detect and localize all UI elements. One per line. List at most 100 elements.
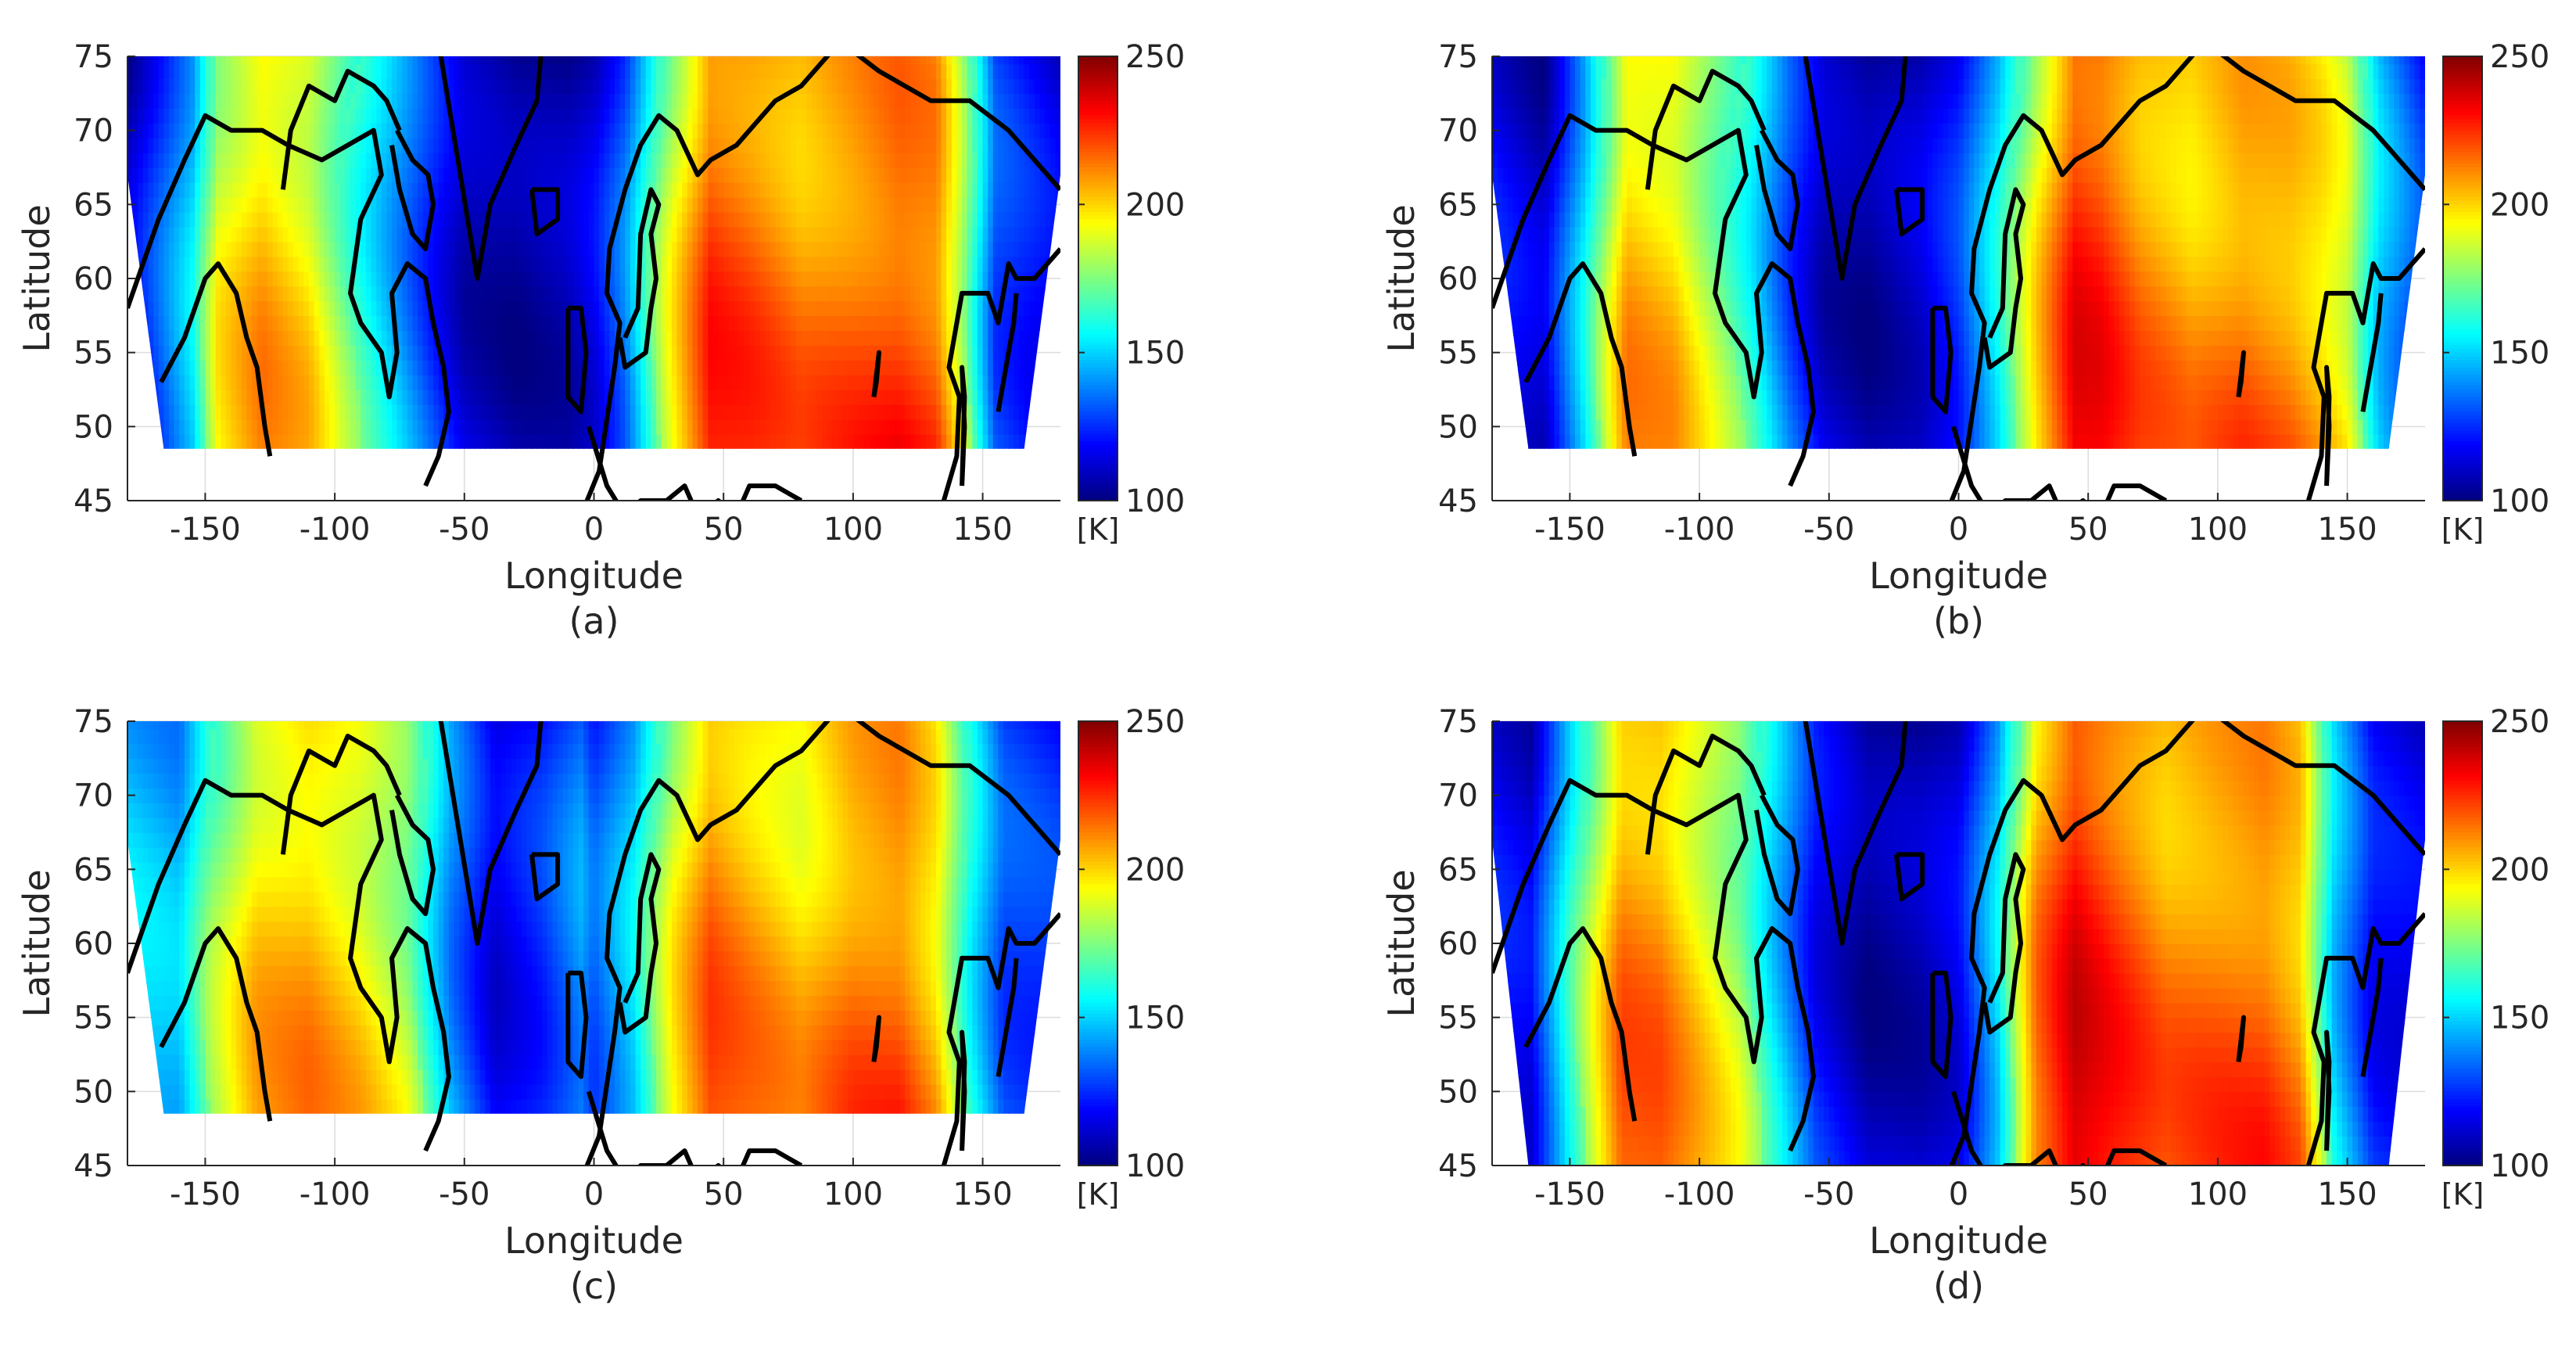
heatmap-cell bbox=[791, 108, 797, 124]
heatmap-cell bbox=[915, 123, 921, 138]
heatmap-cell bbox=[838, 390, 844, 405]
heatmap-cell bbox=[189, 418, 196, 435]
heatmap-cell bbox=[712, 153, 719, 168]
heatmap-cell bbox=[852, 167, 859, 183]
heatmap-cell bbox=[801, 418, 808, 435]
heatmap-cell bbox=[661, 211, 668, 228]
heatmap-cell bbox=[718, 153, 724, 168]
heatmap-cell bbox=[448, 226, 455, 242]
heatmap-cell bbox=[174, 196, 181, 213]
heatmap-cell bbox=[252, 167, 258, 183]
heatmap-cell bbox=[324, 271, 331, 287]
heatmap-cell bbox=[303, 181, 310, 198]
heatmap-cell bbox=[558, 330, 564, 346]
heatmap-cell bbox=[138, 211, 144, 228]
heatmap-cell bbox=[355, 271, 362, 287]
heatmap-cell bbox=[615, 181, 621, 198]
heatmap-cell bbox=[418, 138, 424, 153]
heatmap-cell bbox=[951, 418, 958, 435]
heatmap-cell bbox=[335, 315, 341, 332]
heatmap-cell bbox=[863, 211, 870, 228]
heatmap-cell bbox=[262, 138, 268, 153]
heatmap-cell bbox=[350, 360, 357, 375]
heatmap-cell bbox=[241, 360, 248, 375]
heatmap-cell bbox=[339, 123, 346, 138]
heatmap-cell bbox=[267, 78, 274, 95]
heatmap-cell bbox=[1034, 315, 1041, 332]
heatmap-cell bbox=[282, 211, 289, 228]
heatmap-cell bbox=[879, 226, 885, 242]
heatmap-cell bbox=[806, 330, 813, 346]
heatmap-cell bbox=[195, 330, 201, 346]
heatmap-cell bbox=[749, 375, 755, 390]
heatmap-cell bbox=[615, 123, 621, 138]
heatmap-cell bbox=[236, 375, 242, 390]
heatmap-cell bbox=[666, 138, 673, 153]
heatmap-cell bbox=[308, 138, 315, 153]
heatmap-cell bbox=[905, 167, 911, 183]
heatmap-cell bbox=[739, 226, 745, 242]
heatmap-cell bbox=[884, 256, 891, 272]
heatmap-cell bbox=[402, 181, 408, 198]
heatmap-cell bbox=[479, 375, 486, 390]
heatmap-cell bbox=[1055, 433, 1060, 449]
heatmap-cell bbox=[967, 226, 974, 242]
heatmap-cell bbox=[169, 315, 175, 332]
heatmap-cell bbox=[671, 167, 678, 183]
heatmap-cell bbox=[671, 211, 678, 228]
heatmap-cell bbox=[868, 123, 875, 138]
heatmap-cell bbox=[568, 56, 574, 65]
heatmap-cell bbox=[785, 256, 792, 272]
heatmap-cell bbox=[827, 181, 834, 198]
heatmap-cell bbox=[848, 123, 854, 138]
heatmap-cell bbox=[780, 167, 787, 183]
heatmap-cell bbox=[682, 330, 688, 346]
heatmap-cell bbox=[656, 286, 662, 302]
heatmap-cell bbox=[645, 256, 652, 272]
heatmap-cell bbox=[791, 93, 797, 110]
heatmap-cell bbox=[469, 330, 475, 346]
heatmap-cell bbox=[889, 271, 895, 287]
heatmap-cell bbox=[583, 286, 590, 302]
heatmap-cell bbox=[594, 330, 600, 346]
heatmap-cell bbox=[889, 167, 895, 183]
heatmap-cell bbox=[319, 138, 325, 153]
coastline bbox=[941, 247, 1060, 501]
heatmap-cell bbox=[428, 138, 434, 153]
heatmap-cell bbox=[521, 404, 528, 420]
heatmap-cell bbox=[708, 433, 714, 449]
heatmap-cell bbox=[858, 433, 864, 449]
heatmap-cell bbox=[899, 256, 906, 272]
heatmap-cell bbox=[712, 123, 719, 138]
coastline bbox=[996, 293, 1019, 412]
heatmap-cell bbox=[645, 138, 652, 153]
heatmap-cell bbox=[651, 138, 657, 153]
heatmap-cell bbox=[749, 315, 755, 332]
heatmap-cell bbox=[547, 123, 554, 138]
heatmap-cell bbox=[1018, 256, 1025, 272]
heatmap-cell bbox=[718, 433, 724, 449]
heatmap-cell bbox=[335, 271, 341, 287]
heatmap-cell bbox=[967, 433, 974, 449]
heatmap-cell bbox=[552, 271, 558, 287]
heatmap-cell bbox=[443, 56, 450, 65]
heatmap-cell bbox=[956, 345, 963, 361]
heatmap-cell bbox=[221, 345, 227, 361]
heatmap-cell bbox=[1039, 390, 1046, 405]
heatmap-cell bbox=[832, 138, 838, 153]
y-tick-label: 70 bbox=[74, 113, 113, 149]
heatmap-cell bbox=[832, 345, 838, 361]
heatmap-cell bbox=[454, 56, 460, 65]
heatmap-cell bbox=[925, 211, 932, 228]
heatmap-cell bbox=[221, 315, 227, 332]
heatmap-cell bbox=[661, 360, 668, 375]
heatmap-cell bbox=[241, 256, 248, 272]
heatmap-cell bbox=[977, 56, 984, 65]
heatmap-cell bbox=[464, 63, 471, 80]
heatmap-cell bbox=[531, 78, 538, 95]
heatmap-cell bbox=[189, 404, 196, 420]
heatmap-cell bbox=[433, 63, 439, 80]
heatmap-cell bbox=[355, 56, 362, 65]
heatmap-cell bbox=[682, 315, 688, 332]
heatmap-cell bbox=[728, 78, 735, 95]
